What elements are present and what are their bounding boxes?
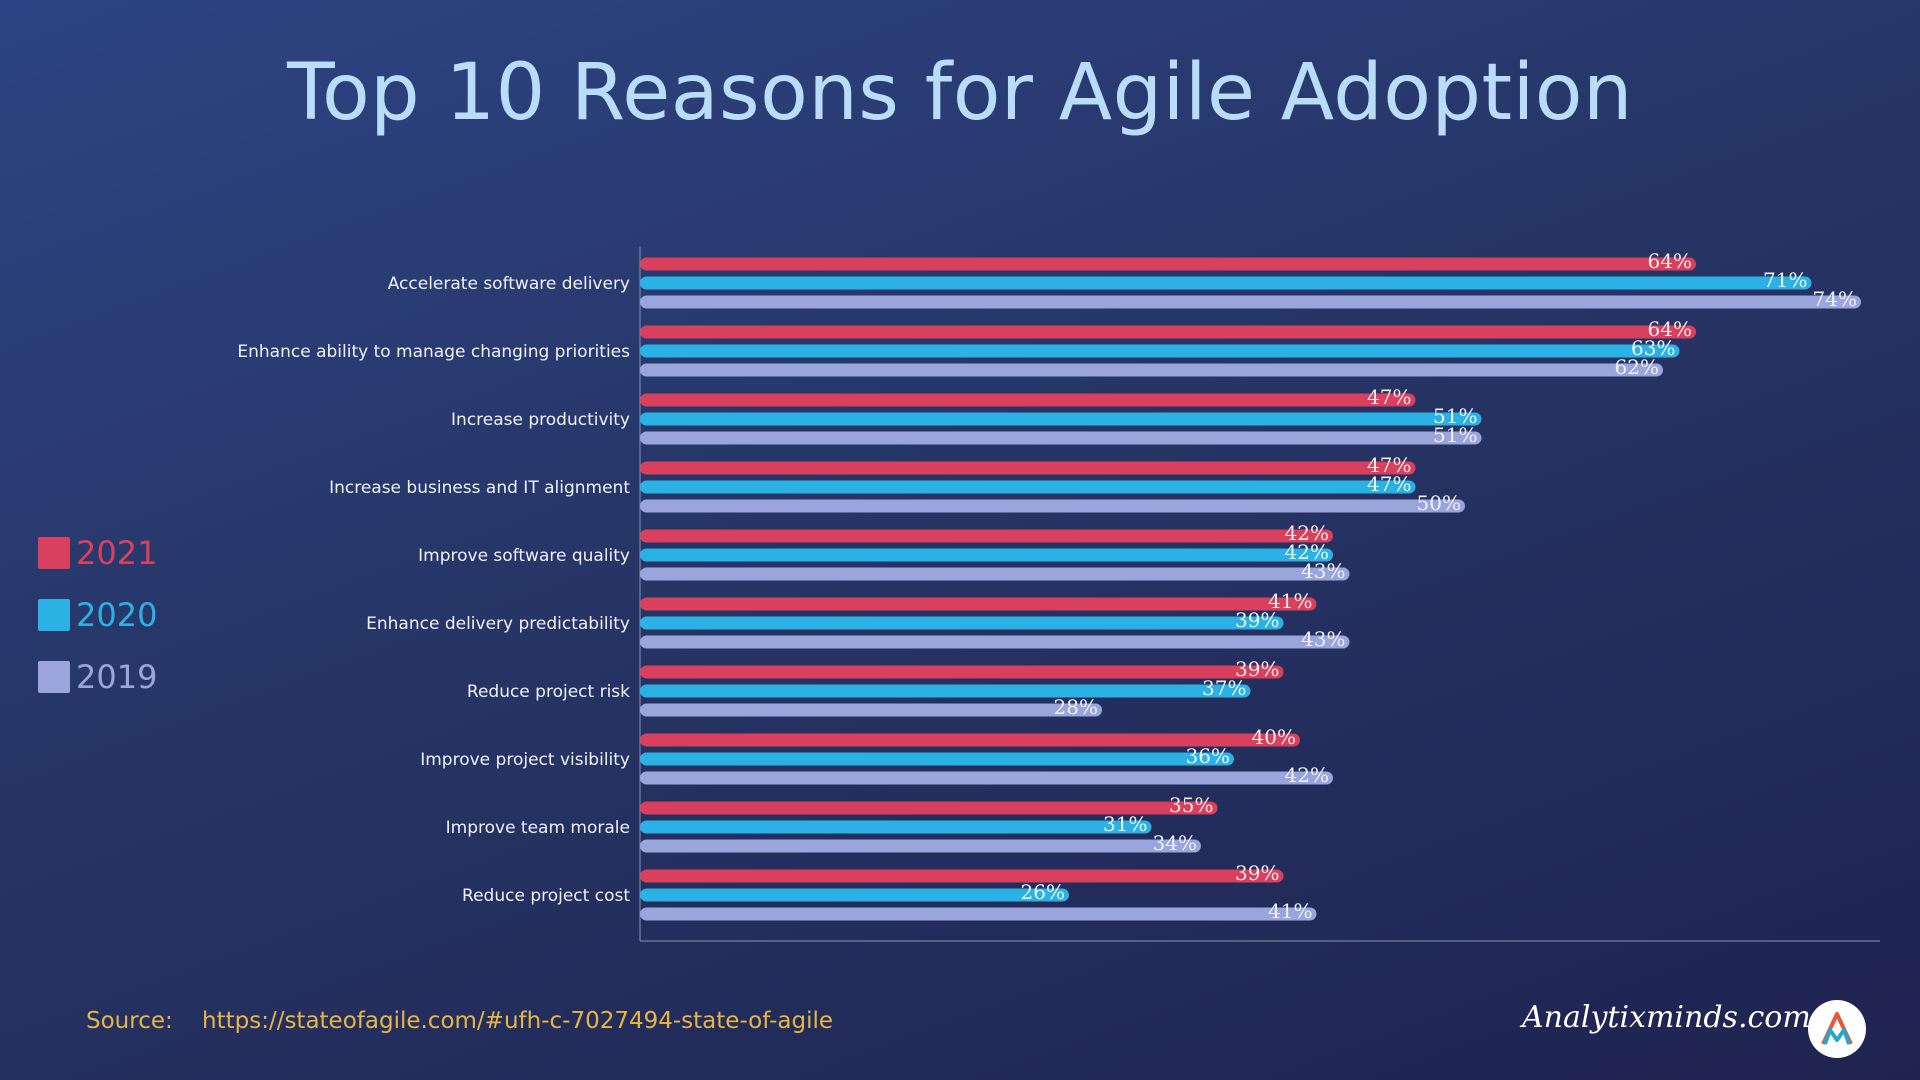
bar-2019: [640, 839, 1201, 853]
bar-2020: [640, 412, 1482, 426]
bar-2019: [640, 295, 1861, 309]
bar-2021: [640, 393, 1416, 407]
bar-2021: [640, 869, 1284, 883]
bar-2021: [640, 461, 1416, 475]
source-footer: Source: https://stateofagile.com/#ufh-c-…: [86, 1008, 833, 1034]
data-label-2021: 64%: [1648, 317, 1692, 341]
bar-2020: [640, 820, 1152, 834]
category-label: Accelerate software delivery: [388, 274, 630, 294]
category-label: Enhance delivery predictability: [366, 614, 630, 634]
data-label-2019: 41%: [1268, 899, 1312, 923]
legend-label-2021: 2021: [76, 534, 158, 572]
legend-swatch-2019: [38, 661, 70, 693]
data-label-2020: 39%: [1235, 608, 1279, 632]
bar-2020: [640, 616, 1284, 630]
bar-2021: [640, 257, 1696, 271]
bar-2021: [640, 801, 1218, 815]
data-label-2020: 36%: [1186, 744, 1230, 768]
bar-2019: [640, 771, 1333, 785]
data-label-2019: 62%: [1615, 355, 1659, 379]
data-label-2020: 51%: [1433, 404, 1477, 428]
brand-name: Analytixminds.com: [1522, 1000, 1811, 1035]
bar-2019: [640, 499, 1465, 513]
data-label-2020: 42%: [1285, 540, 1329, 564]
bar-2019: [640, 635, 1350, 649]
legend-swatch-2021: [38, 537, 70, 569]
bar-2019: [640, 703, 1102, 717]
data-label-2021: 39%: [1235, 861, 1279, 885]
bar-2019: [640, 363, 1663, 377]
bar-2019: [640, 567, 1350, 581]
legend-item-2021: 2021: [38, 522, 157, 584]
category-label: Enhance ability to manage changing prior…: [237, 342, 630, 362]
category-label: Improve software quality: [418, 546, 630, 566]
legend-swatch-2020: [38, 599, 70, 631]
data-label-2019: 50%: [1417, 491, 1461, 515]
bar-2019: [640, 431, 1482, 445]
data-label-2021: 35%: [1169, 793, 1213, 817]
source-link[interactable]: https://stateofagile.com/#ufh-c-7027494-…: [202, 1008, 834, 1034]
data-label-2019: 51%: [1433, 423, 1477, 447]
bar-2020: [640, 888, 1069, 902]
legend-label-2019: 2019: [76, 658, 158, 696]
source-label: Source:: [86, 1008, 173, 1034]
data-label-2021: 47%: [1367, 453, 1411, 477]
data-label-2019: 74%: [1813, 287, 1857, 311]
bar-2019: [640, 907, 1317, 921]
bar-2020: [640, 344, 1680, 358]
legend-label-2020: 2020: [76, 596, 158, 634]
data-label-2019: 28%: [1054, 695, 1098, 719]
data-label-2021: 64%: [1648, 249, 1692, 273]
data-label-2019: 43%: [1301, 559, 1345, 583]
data-label-2021: 41%: [1268, 589, 1312, 613]
data-label-2019: 34%: [1153, 831, 1197, 855]
bar-2020: [640, 276, 1812, 290]
bar-2020: [640, 480, 1416, 494]
bar-2020: [640, 548, 1333, 562]
legend-item-2019: 2019: [38, 646, 157, 708]
data-label-2020: 26%: [1021, 880, 1065, 904]
data-label-2020: 47%: [1367, 472, 1411, 496]
category-label: Increase productivity: [451, 410, 630, 430]
data-label-2021: 47%: [1367, 385, 1411, 409]
category-label: Reduce project cost: [462, 886, 630, 906]
data-label-2020: 71%: [1763, 268, 1807, 292]
category-label: Improve team morale: [446, 818, 630, 838]
data-label-2019: 42%: [1285, 763, 1329, 787]
bar-2021: [640, 733, 1300, 747]
bar-2021: [640, 597, 1317, 611]
bar-2021: [640, 665, 1284, 679]
bar-2021: [640, 325, 1696, 339]
bar-2020: [640, 752, 1234, 766]
bar-2020: [640, 684, 1251, 698]
data-label-2020: 31%: [1103, 812, 1147, 836]
analytixminds-logo-icon: [1808, 1000, 1866, 1058]
category-label: Improve project visibility: [420, 750, 630, 770]
data-label-2020: 37%: [1202, 676, 1246, 700]
bar-2021: [640, 529, 1333, 543]
legend-item-2020: 2020: [38, 584, 157, 646]
category-label: Increase business and IT alignment: [329, 478, 630, 498]
data-label-2021: 39%: [1235, 657, 1279, 681]
data-label-2021: 42%: [1285, 521, 1329, 545]
data-label-2020: 63%: [1631, 336, 1675, 360]
category-label: Reduce project risk: [467, 682, 630, 702]
page-title: Top 10 Reasons for Agile Adoption: [287, 48, 1633, 138]
data-label-2019: 43%: [1301, 627, 1345, 651]
legend: 2021 2020 2019: [38, 522, 157, 708]
data-label-2021: 40%: [1252, 725, 1296, 749]
